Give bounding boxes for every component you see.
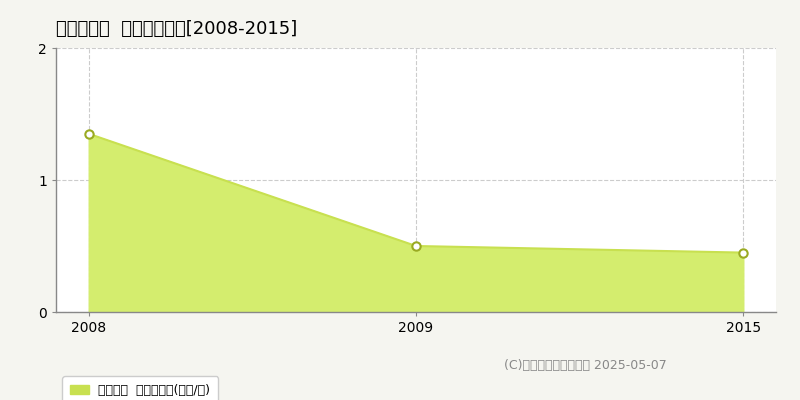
Text: (C)土地価格ドットコム 2025-05-07: (C)土地価格ドットコム 2025-05-07 [504,359,666,372]
Text: 加東市稲尾  土地価格推移[2008-2015]: 加東市稲尾 土地価格推移[2008-2015] [56,20,298,38]
Legend: 土地価格  平均坪単価(万円/坪): 土地価格 平均坪単価(万円/坪) [62,376,218,400]
